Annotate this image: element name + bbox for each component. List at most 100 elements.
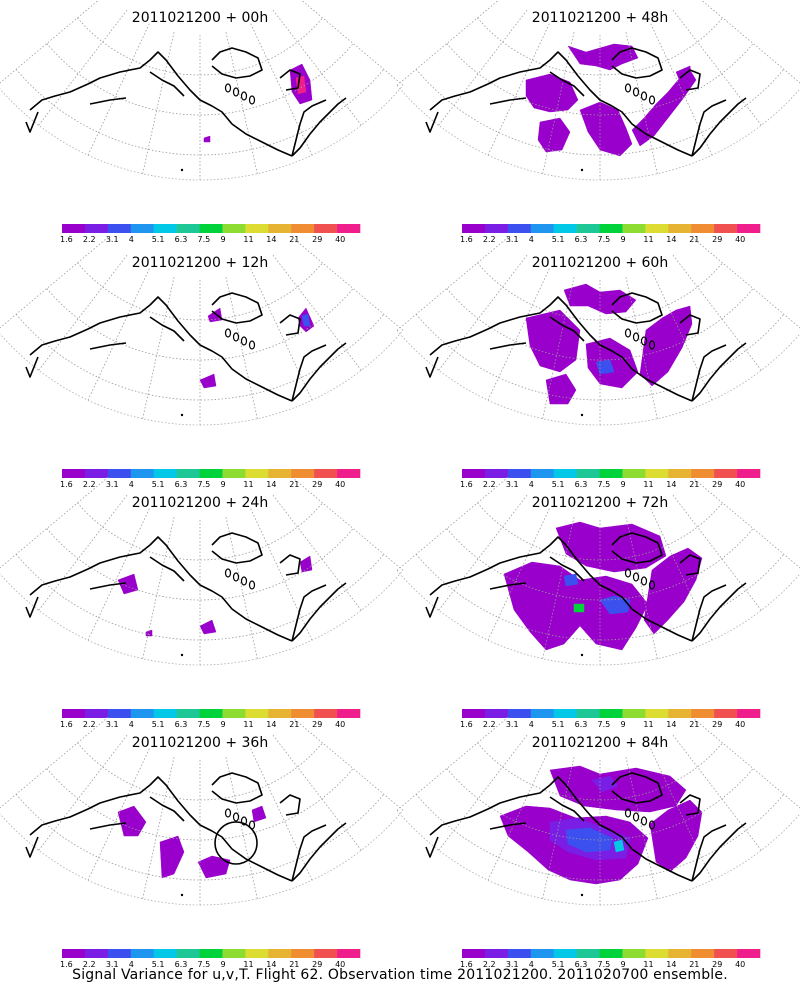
colorbar-tick-label: 14 [666,960,676,969]
coastline [691,582,747,642]
coastline [611,47,663,79]
colorbar-swatch [507,469,532,478]
coastline [25,111,39,133]
colorbar-tick-label: 6.3 [175,960,188,969]
map-panel: 2011021200 + 36h 1.6 2.2 3.1 4 5.1 6.3 7.5 9 11 14… [0,716,404,969]
map-panel: 2011021200 + 24h 1.6 2.2 3.1 4 5.1 6.3 7.5 9 11 14… [0,476,404,729]
coastline [211,772,263,804]
parallel-line [46,768,354,841]
colorbar-tick-label: 5.1 [152,960,165,969]
island [580,413,584,417]
colorbar-swatch [599,709,623,718]
colorbar-tick-label: 3.1 [106,235,119,244]
colorbar-swatch [62,469,86,478]
island [224,328,232,338]
colorbar-swatch [62,709,86,718]
meridian-line [38,254,128,371]
colorbar-swatch [199,709,223,718]
colorbar-swatch [668,224,692,233]
colorbar-swatch [268,224,292,233]
coastline [149,556,185,582]
colorbar-swatch [622,224,646,233]
island [232,812,240,822]
map-area [0,0,404,181]
island [580,168,584,172]
variance-region [525,309,581,373]
parallel-line [15,69,385,156]
meridian-line [272,494,362,611]
colorbar-swatch [268,469,292,478]
panel-title: 2011021200 + 84h [532,735,668,751]
parallel-line [46,288,354,361]
island [624,568,632,578]
colorbar-tick-label: 1.6 [60,480,73,489]
parallel-line [15,794,385,881]
meridian-line [691,236,800,329]
panel-title: 2011021200 + 72h [532,495,668,511]
island [640,91,648,101]
coastline [149,316,185,342]
colorbar-tick-label: 11 [643,720,653,729]
variance-region [639,305,693,387]
parallel-line [15,314,385,401]
colorbar-tick-label: 21 [689,480,699,489]
island [248,340,256,350]
island [180,168,184,172]
map-area [0,476,404,666]
colorbar-swatch [176,949,200,958]
colorbar-tick-label: 9 [620,480,625,489]
colorbar-tick-label: 5.1 [152,235,165,244]
coastline [429,296,693,402]
coastline [489,97,527,105]
parallel-line [446,528,754,601]
colorbar-tick-label: 40 [335,235,345,244]
coastline [149,71,185,97]
colorbar-swatch [84,709,109,718]
colorbar-tick-label: 7.5 [198,235,211,244]
colorbar-swatch [737,224,761,233]
colorbar-tick-label: 6.3 [175,235,188,244]
meridian-line [87,268,150,401]
island [624,83,632,93]
colorbar-swatch [462,469,486,478]
variance-region [573,603,585,613]
colorbar-swatch [484,709,509,718]
coastline [291,97,347,157]
map-panel: 2011021200 + 00h 1.6 2.2 3.1 4 5.1 6.3 7.5 9 11 14… [0,0,404,244]
coastline [489,582,527,590]
variance-region [145,629,153,637]
coastline [291,582,347,642]
coastline [425,836,439,858]
colorbar-tick-label: 29 [712,480,722,489]
colorbar-tick-label: 40 [735,235,745,244]
colorbar-tick-label: 2.2 [483,235,496,244]
colorbar-tick-label: 40 [735,480,745,489]
colorbar-swatch [107,709,132,718]
coastline [429,536,693,642]
island [224,808,232,818]
coastline [211,47,263,79]
colorbar-swatch [245,709,269,718]
map-area [0,716,404,906]
colorbar-tick-label: 7.5 [198,720,211,729]
colorbar-tick-label: 4 [529,480,534,489]
colorbar-tick-label: 21 [289,480,299,489]
island [640,816,648,826]
colorbar-tick-label: 29 [312,960,322,969]
coastline [211,292,263,324]
coastline [611,292,663,324]
colorbar-tick-label: 1.6 [460,960,473,969]
meridian-line [691,716,800,809]
variance-region [545,373,577,405]
colorbar-tick-label: 9 [620,235,625,244]
colorbar-tick-label: 21 [289,235,299,244]
colorbar-tick-label: 3.1 [506,480,519,489]
colorbar-swatch [553,709,577,718]
island [632,812,640,822]
variance-region [295,75,307,95]
colorbar-tick-label: 21 [689,235,699,244]
colorbar-swatch [153,224,177,233]
colorbar-tick-label: 40 [735,960,745,969]
meridian-line [250,268,313,401]
colorbar-tick-label: 14 [266,235,276,244]
